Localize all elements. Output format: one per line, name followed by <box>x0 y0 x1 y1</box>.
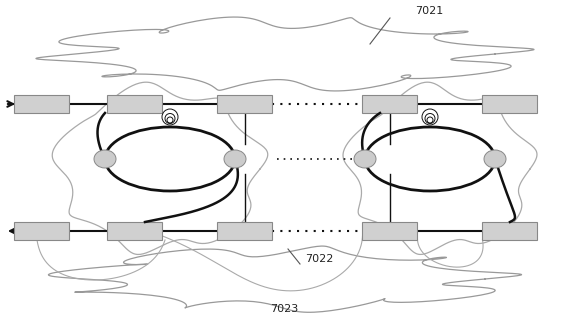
Bar <box>108 222 163 240</box>
Bar <box>217 222 273 240</box>
Bar <box>483 222 538 240</box>
Bar <box>362 95 418 113</box>
Ellipse shape <box>94 150 116 168</box>
Bar <box>217 95 273 113</box>
Ellipse shape <box>224 150 246 168</box>
Bar <box>14 95 69 113</box>
Bar <box>108 95 163 113</box>
Bar <box>483 95 538 113</box>
Text: 7021: 7021 <box>415 6 443 16</box>
Text: 7023: 7023 <box>270 304 298 314</box>
Text: 7022: 7022 <box>305 254 333 264</box>
Bar <box>14 222 69 240</box>
Ellipse shape <box>354 150 376 168</box>
Ellipse shape <box>484 150 506 168</box>
Bar <box>362 222 418 240</box>
